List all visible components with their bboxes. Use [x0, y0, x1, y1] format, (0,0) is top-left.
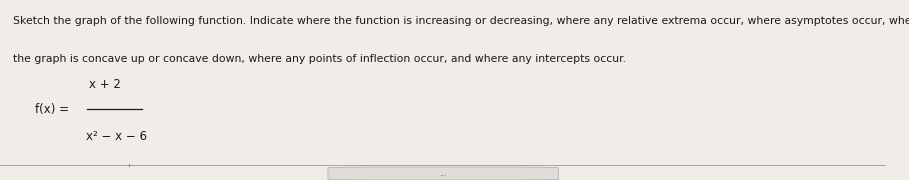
Text: Sketch the graph of the following function. Indicate where the function is incre: Sketch the graph of the following functi… — [14, 16, 909, 26]
FancyBboxPatch shape — [328, 167, 558, 180]
Text: x + 2: x + 2 — [88, 78, 121, 91]
Text: the graph is concave up or concave down, where any points of inflection occur, a: the graph is concave up or concave down,… — [14, 54, 626, 64]
Text: ...: ... — [440, 169, 446, 178]
Text: x² − x − 6: x² − x − 6 — [86, 130, 147, 143]
Text: f(x) =: f(x) = — [35, 103, 69, 116]
